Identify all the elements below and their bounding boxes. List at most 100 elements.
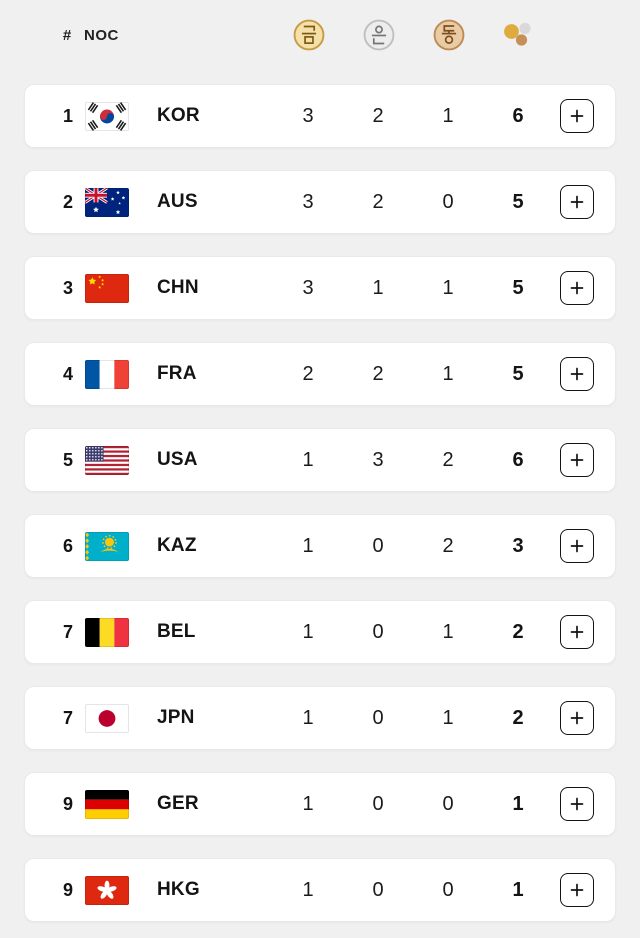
noc-code: HKG xyxy=(157,879,200,900)
expand-row-button[interactable] xyxy=(560,529,594,563)
silver-count: 0 xyxy=(372,878,384,901)
silver-count: 2 xyxy=(372,104,384,127)
noc-code: AUS xyxy=(157,191,198,212)
plus-icon xyxy=(569,108,585,124)
country-flag-jpn xyxy=(85,703,129,733)
expand-row-button[interactable] xyxy=(560,443,594,477)
plus-icon xyxy=(569,366,585,382)
silver-count: 3 xyxy=(372,448,384,471)
bronze-medal-icon xyxy=(414,18,484,52)
expand-row-button[interactable] xyxy=(560,185,594,219)
bronze-count: 0 xyxy=(442,878,454,901)
total-count: 5 xyxy=(512,362,524,385)
noc-code: GER xyxy=(157,793,199,814)
table-row: 4 FRA 2 2 1 5 xyxy=(24,342,616,406)
total-count: 1 xyxy=(512,878,524,901)
plus-icon xyxy=(569,280,585,296)
table-row: 2 AUS 3 2 0 5 xyxy=(24,170,616,234)
table-row: 3 CHN 3 1 1 5 xyxy=(24,256,616,320)
silver-count: 0 xyxy=(372,706,384,729)
rank-value: 7 xyxy=(62,707,73,728)
total-count: 5 xyxy=(512,276,524,299)
gold-count: 3 xyxy=(302,190,314,213)
country-flag-bel xyxy=(85,617,129,647)
country-flag-kaz xyxy=(85,531,129,561)
total-count: 6 xyxy=(512,448,524,471)
table-row: 9 HKG 1 0 0 1 xyxy=(24,858,616,922)
silver-count: 0 xyxy=(372,620,384,643)
table-row: 6 KAZ 1 0 2 3 xyxy=(24,514,616,578)
silver-count: 0 xyxy=(372,792,384,815)
bronze-count: 1 xyxy=(442,104,454,127)
table-row: 9 GER 1 0 0 1 xyxy=(24,772,616,836)
silver-count: 1 xyxy=(372,276,384,299)
bronze-count: 0 xyxy=(442,792,454,815)
country-flag-ger xyxy=(85,789,129,819)
noc-code: KOR xyxy=(157,105,200,126)
gold-count: 3 xyxy=(302,276,314,299)
total-count: 3 xyxy=(512,534,524,557)
bronze-count: 1 xyxy=(442,362,454,385)
expand-row-button[interactable] xyxy=(560,701,594,735)
total-count: 2 xyxy=(512,620,524,643)
rank-value: 9 xyxy=(62,879,73,900)
gold-count: 1 xyxy=(302,534,314,557)
noc-code: USA xyxy=(157,449,198,470)
country-flag-hkg xyxy=(85,875,129,905)
gold-count: 3 xyxy=(302,104,314,127)
plus-icon xyxy=(569,194,585,210)
bronze-count: 1 xyxy=(442,620,454,643)
silver-medal-icon xyxy=(344,18,414,52)
gold-count: 1 xyxy=(302,878,314,901)
bronze-count: 2 xyxy=(442,534,454,557)
noc-code: FRA xyxy=(157,363,197,384)
plus-icon xyxy=(569,796,585,812)
expand-row-button[interactable] xyxy=(560,357,594,391)
rank-value: 1 xyxy=(62,105,73,126)
noc-code: CHN xyxy=(157,277,199,298)
total-medals-icon xyxy=(484,19,554,51)
rank-value: 5 xyxy=(62,449,73,470)
plus-icon xyxy=(569,882,585,898)
plus-icon xyxy=(569,538,585,554)
table-row: 5 USA 1 3 2 6 xyxy=(24,428,616,492)
expand-row-button[interactable] xyxy=(560,615,594,649)
bronze-count: 2 xyxy=(442,448,454,471)
silver-count: 0 xyxy=(372,534,384,557)
plus-icon xyxy=(569,452,585,468)
total-count: 2 xyxy=(512,706,524,729)
plus-icon xyxy=(569,624,585,640)
total-count: 6 xyxy=(512,104,524,127)
country-flag-fra xyxy=(85,359,129,389)
gold-count: 2 xyxy=(302,362,314,385)
expand-row-button[interactable] xyxy=(560,271,594,305)
plus-icon xyxy=(569,710,585,726)
rank-value: 2 xyxy=(62,191,73,212)
total-count: 1 xyxy=(512,792,524,815)
rank-value: 6 xyxy=(62,535,73,556)
country-flag-usa xyxy=(85,445,129,475)
country-flag-chn xyxy=(85,273,129,303)
rank-value: 3 xyxy=(62,277,73,298)
noc-code: BEL xyxy=(157,621,196,642)
table-row: 7 BEL 1 0 1 2 xyxy=(24,600,616,664)
rows: 1 KOR 3 2 1 6 xyxy=(24,84,616,922)
table-row: 1 KOR 3 2 1 6 xyxy=(24,84,616,148)
rank-column-header: # xyxy=(62,26,72,44)
total-count: 5 xyxy=(512,190,524,213)
gold-count: 1 xyxy=(302,706,314,729)
expand-row-button[interactable] xyxy=(560,787,594,821)
expand-row-button[interactable] xyxy=(560,873,594,907)
noc-column-header: NOC xyxy=(84,26,119,44)
table-row: 7 JPN 1 0 1 2 xyxy=(24,686,616,750)
noc-code: JPN xyxy=(157,707,195,728)
bronze-count: 1 xyxy=(442,276,454,299)
gold-count: 1 xyxy=(302,448,314,471)
gold-count: 1 xyxy=(302,792,314,815)
gold-medal-icon xyxy=(274,18,344,52)
country-flag-aus xyxy=(85,187,129,217)
country-flag-kor xyxy=(85,101,129,131)
rank-value: 9 xyxy=(62,793,73,814)
expand-row-button[interactable] xyxy=(560,99,594,133)
